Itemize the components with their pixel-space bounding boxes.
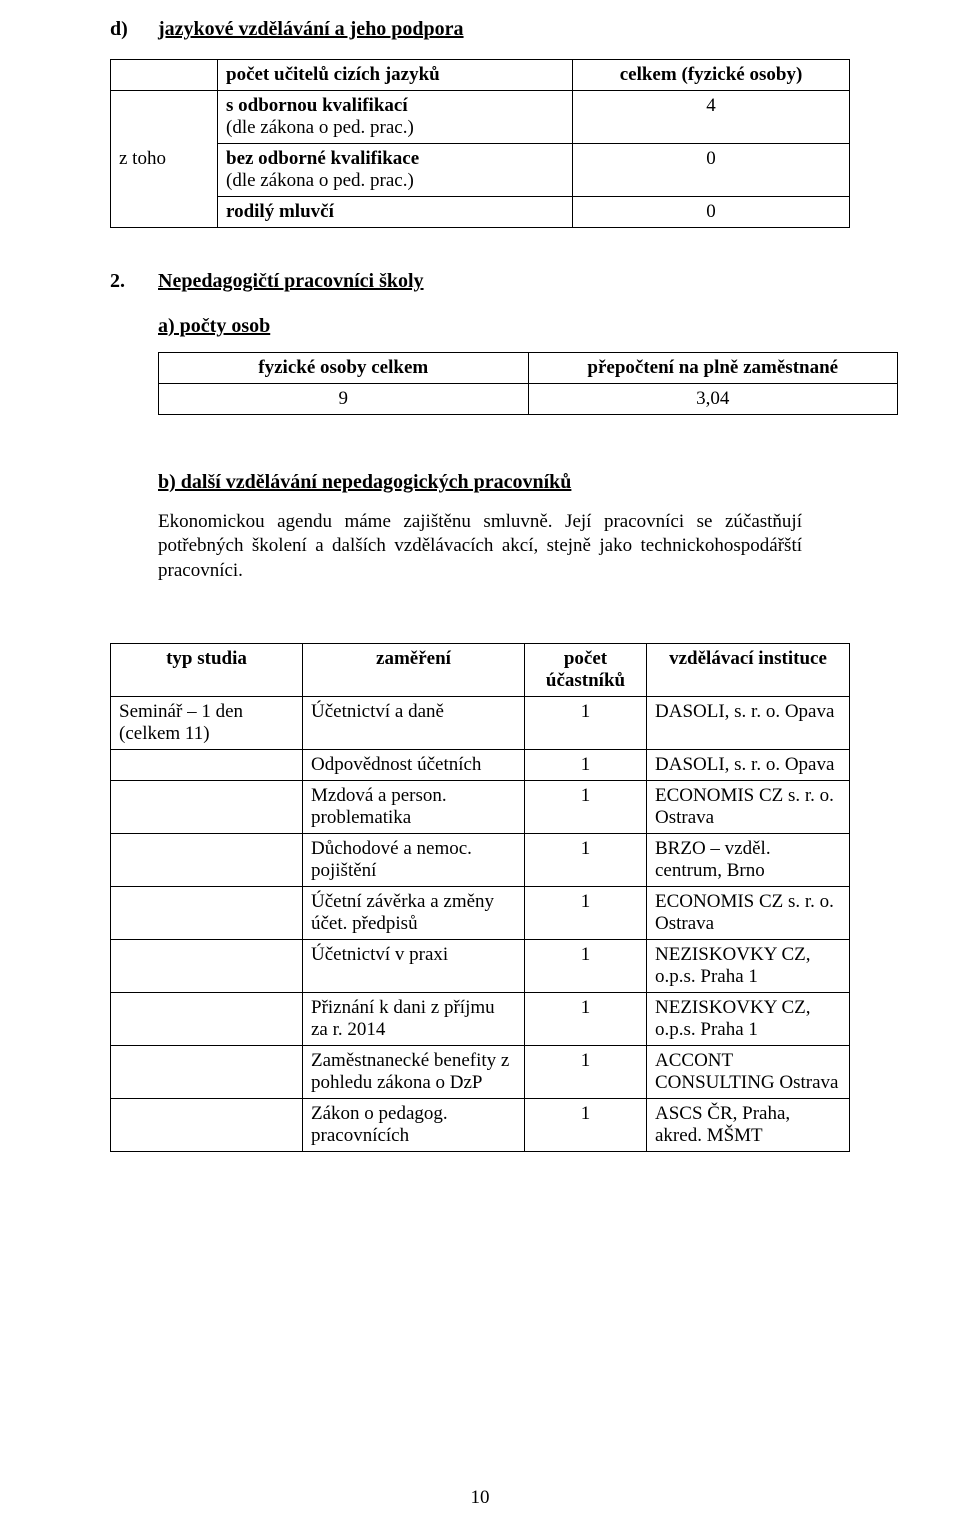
t1-r2c2: 0: [573, 144, 850, 197]
t2-h0: fyzické osoby celkem: [159, 353, 529, 384]
t3-row-count: 1: [525, 696, 647, 749]
t1-r3c2: 0: [573, 197, 850, 228]
t1-r1c1a: s odbornou kvalifikací: [226, 95, 408, 116]
t3-row-inst: DASOLI, s. r. o. Opava: [647, 749, 850, 780]
subsection-b: b) další vzdělávání nepedagogických prac…: [158, 471, 850, 494]
t3-row-type: Seminář – 1 den (celkem 11): [111, 696, 303, 749]
t3-row-inst: ECONOMIS CZ s. r. o. Ostrava: [647, 780, 850, 833]
t1-r0c1: počet učitelů cizích jazyků: [218, 60, 573, 91]
section-d-letter: d): [110, 18, 158, 41]
t3-row-count: 1: [525, 1045, 647, 1098]
table-nonped-counts: fyzické osoby celkem přepočtení na plně …: [158, 352, 898, 415]
t3-row-focus: Zákon o pedagog. pracovnících: [303, 1098, 525, 1151]
t1-r1c1b: (dle zákona o ped. prac.): [226, 117, 414, 138]
t1-r3c1: rodilý mluvčí: [218, 197, 573, 228]
section-2-num: 2.: [110, 270, 158, 293]
t3-row-count: 1: [525, 749, 647, 780]
t3-row-inst: ASCS ČR, Praha, akred. MŠMT: [647, 1098, 850, 1151]
t3-row-type: [111, 780, 303, 833]
paragraph-eco: Ekonomickou agendu máme zajištěnu smluvn…: [158, 510, 802, 583]
t1-r2c1a: bez odborné kvalifikace: [226, 148, 419, 169]
t2-h1: přepočtení na plně zaměstnané: [528, 353, 898, 384]
t3-h1: zaměření: [303, 643, 525, 696]
t3-row-count: 1: [525, 833, 647, 886]
t3-row-type: [111, 886, 303, 939]
t1-r2c1b: (dle zákona o ped. prac.): [226, 170, 414, 191]
t1-r2c1: bez odborné kvalifikace (dle zákona o pe…: [218, 144, 573, 197]
t3-row-focus: Účetní závěrka a změny účet. předpisů: [303, 886, 525, 939]
section-2-title: Nepedagogičtí pracovníci školy: [158, 270, 424, 293]
t1-r0c2: celkem (fyzické osoby): [573, 60, 850, 91]
t3-row-inst: BRZO – vzděl. centrum, Brno: [647, 833, 850, 886]
t3-row-inst: ECONOMIS CZ s. r. o. Ostrava: [647, 886, 850, 939]
t3-row-focus: Přiznání k dani z příjmu za r. 2014: [303, 992, 525, 1045]
t1-ztoho: z toho: [111, 91, 218, 228]
t3-row-type: [111, 833, 303, 886]
t3-row-count: 1: [525, 886, 647, 939]
t3-row-focus: Odpovědnost účetních: [303, 749, 525, 780]
t1-r1c1: s odbornou kvalifikací (dle zákona o ped…: [218, 91, 573, 144]
t3-row-focus: Mzdová a person. problematika: [303, 780, 525, 833]
t3-row-type: [111, 749, 303, 780]
t3-row-count: 1: [525, 939, 647, 992]
t3-row-focus: Účetnictví v praxi: [303, 939, 525, 992]
t3-row-inst: NEZISKOVKY CZ, o.p.s. Praha 1: [647, 939, 850, 992]
t3-row-focus: Účetnictví a daně: [303, 696, 525, 749]
t3-row-count: 1: [525, 1098, 647, 1151]
t3-h3: vzdělávací instituce: [647, 643, 850, 696]
t3-row-inst: DASOLI, s. r. o. Opava: [647, 696, 850, 749]
t3-row-focus: Zaměstnanecké benefity z pohledu zákona …: [303, 1045, 525, 1098]
section-d-title: jazykové vzdělávání a jeho podpora: [158, 18, 464, 41]
t3-row-focus: Důchodové a nemoc. pojištění: [303, 833, 525, 886]
t3-row-type: [111, 1098, 303, 1151]
t3-row-count: 1: [525, 992, 647, 1045]
t3-row-type: [111, 992, 303, 1045]
section-2-heading: 2. Nepedagogičtí pracovníci školy: [110, 270, 850, 293]
t3-row-inst: ACCONT CONSULTING Ostrava: [647, 1045, 850, 1098]
t3-h0: typ studia: [111, 643, 303, 696]
page-number: 10: [0, 1487, 960, 1509]
table-language-teachers: počet učitelů cizích jazyků celkem (fyzi…: [110, 59, 850, 228]
t3-row-type: [111, 939, 303, 992]
t1-r1c2: 4: [573, 91, 850, 144]
t3-row-count: 1: [525, 780, 647, 833]
t2-v1: 3,04: [528, 384, 898, 415]
t1-r0c0: [111, 60, 218, 91]
section-d-heading: d) jazykové vzdělávání a jeho podpora: [110, 18, 850, 41]
t3-row-inst: NEZISKOVKY CZ, o.p.s. Praha 1: [647, 992, 850, 1045]
subsection-a: a) počty osob: [158, 315, 850, 338]
t2-v0: 9: [159, 384, 529, 415]
t3-row-type: [111, 1045, 303, 1098]
t3-h2: počet účastníků: [525, 643, 647, 696]
table-training: typ studia zaměření počet účastníků vzdě…: [110, 643, 850, 1152]
